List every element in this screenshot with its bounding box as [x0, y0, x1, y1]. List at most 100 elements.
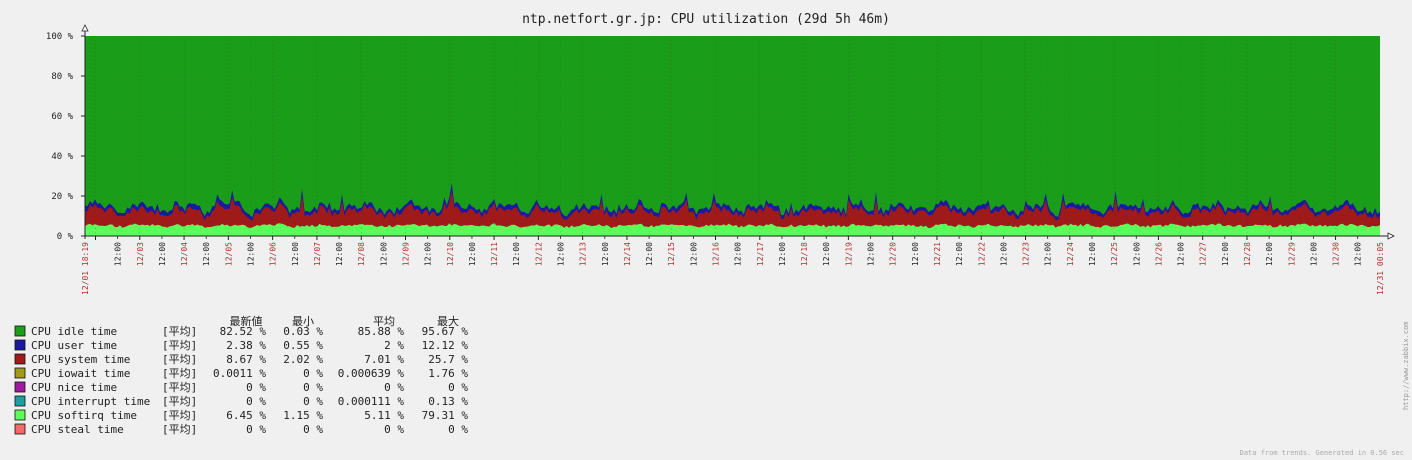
legend-avg: 0.000639 %: [338, 367, 405, 380]
legend-avg: 85.88 %: [358, 325, 405, 338]
x-noon-label: 12:00: [955, 242, 964, 266]
x-day-label: 12/17: [756, 242, 765, 266]
x-day-label: 12/27: [1199, 242, 1208, 266]
x-noon-label: 12:00: [158, 242, 167, 266]
legend-min: 1.15 %: [283, 409, 323, 422]
legend-func: [平均]: [162, 423, 197, 436]
x-axis-arrow: [1387, 232, 1395, 240]
legend-max: 1.76 %: [428, 367, 468, 380]
x-day-label: 12/11: [490, 242, 499, 266]
x-noon-label: 12:00: [1354, 242, 1363, 266]
legend-max: 0 %: [448, 423, 468, 436]
y-tick-label: 100 %: [46, 32, 74, 42]
y-tick-label: 20 %: [51, 192, 73, 202]
series-area-cpu-system-time: [85, 190, 1380, 236]
x-day-label: 12/07: [313, 242, 322, 266]
legend-last: 6.45 %: [226, 409, 266, 422]
legend-avg: 0 %: [384, 423, 404, 436]
x-day-label: 12/10: [446, 242, 455, 266]
legend-max: 25.7 %: [428, 353, 468, 366]
x-noon-label: 12:00: [822, 242, 831, 266]
legend-row: CPU system time [平均] 8.67 % 2.02 % 7.01 % 25.…: [14, 353, 468, 366]
legend-min: 0 %: [303, 381, 323, 394]
x-noon-label: 12:00: [778, 242, 787, 266]
x-day-label: 12/13: [579, 242, 588, 266]
x-day-label: 12/21: [933, 242, 942, 266]
x-day-label: 12/05: [224, 242, 233, 266]
legend-swatch: [14, 409, 26, 421]
legend-row: CPU steal time [平均] 0 % 0 % 0 % 0 %: [14, 423, 468, 436]
legend: 最新値 最小 平均 最大 CPU idle time [平均] 82.52 % 0.03 % 8…: [14, 314, 469, 436]
legend-avg: 7.01 %: [364, 353, 404, 366]
x-noon-label: 12:00: [645, 242, 654, 266]
footer-text: Data from trends. Generated in 0.56 sec: [1240, 449, 1404, 457]
x-noon-label: 12:00: [1177, 242, 1186, 266]
x-day-label: 12/09: [402, 242, 411, 266]
y-tick-label: 0 %: [57, 232, 74, 242]
legend-func: [平均]: [162, 353, 197, 366]
legend-max: 95.67 %: [422, 325, 469, 338]
legend-series-name: CPU user time: [31, 339, 117, 352]
legend-last: 0.0011 %: [213, 367, 266, 380]
x-day-label: 12/26: [1154, 242, 1163, 266]
legend-header: 平均: [373, 315, 395, 328]
x-noon-label: 12:00: [867, 242, 876, 266]
y-axis: 0 % 20 % 40 % 60 % 80 % 100 %: [46, 24, 89, 242]
x-noon-label: 12:00: [1088, 242, 1097, 266]
x-day-label: 12/20: [889, 242, 898, 266]
legend-row: CPU nice time [平均] 0 % 0 % 0 % 0 %: [14, 381, 468, 394]
x-day-label: 12/25: [1110, 242, 1119, 266]
y-axis-arrow: [81, 24, 89, 32]
series-area-cpu-softirq-time: [85, 223, 1380, 236]
legend-swatch: [14, 395, 26, 407]
x-end-label: 12/31 00:05: [1376, 242, 1385, 295]
legend-func: [平均]: [162, 381, 197, 394]
legend-row: CPU iowait time [平均] 0.0011 % 0 % 0.000639 %…: [14, 367, 468, 380]
x-noon-label: 12:00: [1221, 242, 1230, 266]
legend-max: 12.12 %: [422, 339, 469, 352]
legend-max: 79.31 %: [422, 409, 469, 422]
legend-series-name: CPU steal time: [31, 423, 124, 436]
x-day-label: 12/29: [1287, 242, 1296, 266]
x-start-label: 12/01 18:19: [81, 242, 90, 295]
legend-func: [平均]: [162, 339, 197, 352]
legend-last: 8.67 %: [226, 353, 266, 366]
legend-min: 0 %: [303, 423, 323, 436]
legend-avg: 0 %: [384, 381, 404, 394]
x-noon-label: 12:00: [1309, 242, 1318, 266]
x-day-label: 12/06: [269, 242, 278, 266]
side-label: http://www.zabbix.com: [1402, 321, 1410, 410]
x-noon-label: 12:00: [689, 242, 698, 266]
legend-last: 82.52 %: [220, 325, 267, 338]
x-noon-label: 12:00: [601, 242, 610, 266]
legend-min: 0.03 %: [283, 325, 323, 338]
legend-func: [平均]: [162, 325, 197, 338]
x-day-label: 12/15: [667, 242, 676, 266]
legend-min: 0 %: [303, 395, 323, 408]
legend-swatch: [14, 325, 26, 337]
legend-swatch: [14, 339, 26, 351]
x-noon-label: 12:00: [911, 242, 920, 266]
legend-avg: 0.000111 %: [338, 395, 405, 408]
x-noon-label: 12:00: [734, 242, 743, 266]
legend-series-name: CPU nice time: [31, 381, 117, 394]
legend-row: CPU user time [平均] 2.38 % 0.55 % 2 % 12.12 %: [14, 339, 469, 352]
legend-header: 最新値: [230, 314, 263, 328]
x-day-label: 12/24: [1066, 242, 1075, 266]
legend-swatch: [14, 381, 26, 393]
legend-series-name: CPU softirq time: [31, 409, 137, 422]
legend-swatch: [14, 367, 26, 379]
x-day-label: 12/12: [534, 242, 543, 266]
legend-row: CPU idle time [平均] 82.52 % 0.03 % 85.88 % 95.…: [14, 325, 469, 338]
x-noon-label: 12:00: [335, 242, 344, 266]
legend-avg: 5.11 %: [364, 409, 404, 422]
legend-last: 0 %: [246, 381, 266, 394]
legend-series-name: CPU idle time: [31, 325, 117, 338]
x-noon-label: 12:00: [468, 242, 477, 266]
legend-header: 最小: [292, 315, 314, 328]
x-noon-label: 12:00: [557, 242, 566, 266]
x-noon-label: 12:00: [1265, 242, 1274, 266]
x-noon-label: 12:00: [999, 242, 1008, 266]
legend-last: 0 %: [246, 423, 266, 436]
